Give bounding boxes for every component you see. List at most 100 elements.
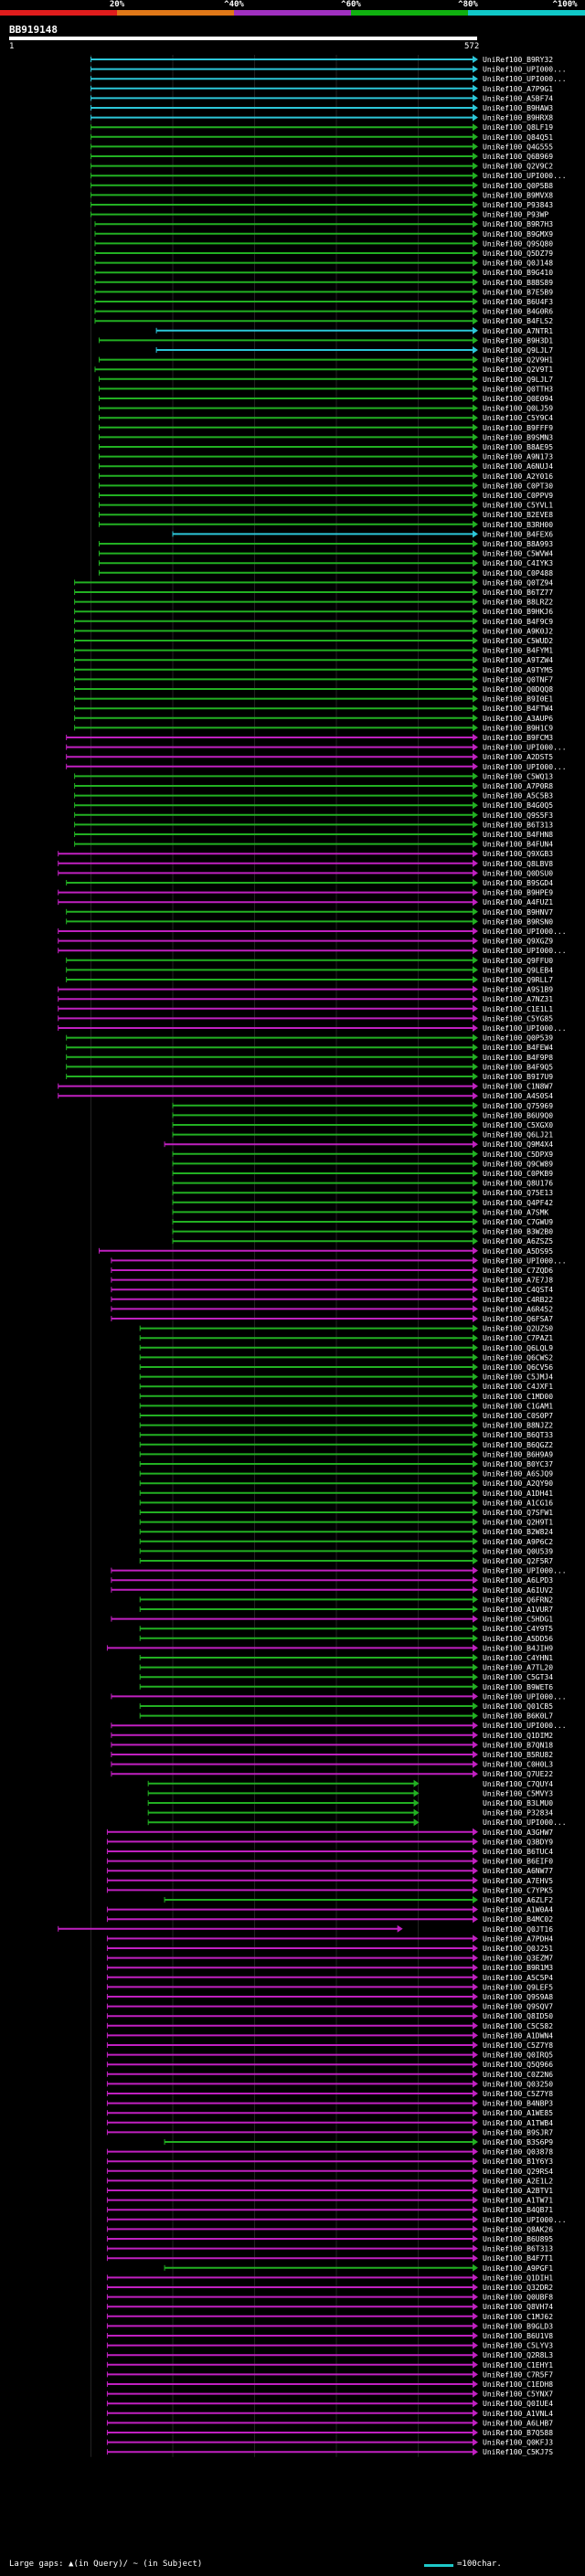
hit-row[interactable]: UniRef100_Q0DQQ8 (74, 685, 554, 694)
hit-row[interactable]: UniRef100_A4S0S4 (58, 1092, 554, 1100)
hit-row[interactable]: UniRef100_Q6LJ21 (172, 1130, 553, 1140)
hit-row[interactable]: UniRef100_A3AUP6 (74, 714, 554, 723)
hit-row[interactable]: UniRef100_B3W2B0 (172, 1227, 553, 1236)
hit-row[interactable]: UniRef100_C5LYV3 (106, 2341, 553, 2350)
hit-row[interactable]: UniRef100_A6NW77 (106, 1867, 553, 1875)
hit-row[interactable]: UniRef100_Q0LJ59 (98, 404, 553, 413)
hit-row[interactable]: UniRef100_B6QT33 (139, 1431, 553, 1439)
hit-row[interactable]: UniRef100_B4F9Q5 (66, 1063, 554, 1071)
hit-row[interactable]: UniRef100_Q2V9C2 (90, 162, 554, 171)
hit-row[interactable]: UniRef100_Q2V9T1 (94, 366, 553, 374)
hit-row[interactable]: UniRef100_A7NTR1 (155, 326, 553, 335)
hit-row[interactable]: UniRef100_C5WUD2 (74, 637, 554, 645)
hit-row[interactable]: UniRef100_B4JIH9 (106, 1644, 553, 1652)
hit-row[interactable]: UniRef100_A1TW71 (106, 2196, 553, 2205)
hit-row[interactable]: UniRef100_C0Z2N6 (106, 2070, 553, 2079)
hit-row[interactable]: UniRef100_A9P6C2 (139, 1537, 553, 1546)
hit-row[interactable]: UniRef100_A3GHW7 (106, 1828, 553, 1837)
hit-row[interactable]: UniRef100_UPI000... (58, 947, 567, 955)
hit-row[interactable]: UniRef100_A7P0R8 (74, 782, 554, 790)
hit-row[interactable]: UniRef100_A1VNL4 (106, 2409, 553, 2418)
hit-row[interactable]: UniRef100_C1GAM1 (139, 1402, 553, 1410)
hit-row[interactable]: UniRef100_Q29RS4 (106, 2167, 553, 2176)
hit-row[interactable]: UniRef100_Q0IUE4 (106, 2400, 553, 2408)
hit-row[interactable]: UniRef100_A7P9G1 (90, 84, 554, 93)
hit-row[interactable]: UniRef100_Q4PF42 (172, 1198, 553, 1207)
hit-row[interactable]: UniRef100_B9HRX8 (90, 113, 554, 122)
hit-row[interactable]: UniRef100_A5DD56 (139, 1634, 553, 1643)
hit-row[interactable]: UniRef100_UPI000... (90, 172, 567, 180)
hit-row[interactable]: UniRef100_A1DH41 (139, 1489, 553, 1498)
hit-row[interactable]: UniRef100_Q6CWS2 (139, 1353, 553, 1362)
hit-row[interactable]: UniRef100_B2W824 (139, 1528, 553, 1536)
hit-row[interactable]: UniRef100_B5RU82 (111, 1751, 553, 1759)
hit-row[interactable]: UniRef100_Q8VH74 (106, 2303, 553, 2311)
hit-row[interactable]: UniRef100_C4YHN1 (139, 1654, 553, 1662)
hit-row[interactable]: UniRef100_A9PGF1 (164, 2263, 553, 2273)
hit-row[interactable]: UniRef100_A2BTV1 (106, 2187, 553, 2195)
hit-row[interactable]: UniRef100_A6NUJ4 (98, 462, 553, 471)
hit-row[interactable]: UniRef100_Q1DIH1 (106, 2274, 553, 2282)
hit-row[interactable]: UniRef100_B9RSN0 (66, 917, 554, 926)
hit-row[interactable]: UniRef100_A7PDH4 (106, 1935, 553, 1943)
hit-row[interactable]: UniRef100_B9HPE9 (58, 888, 554, 897)
hit-row[interactable]: UniRef100_C0PKB9 (172, 1170, 553, 1178)
hit-row[interactable]: UniRef100_UPI000... (66, 762, 567, 771)
hit-row[interactable]: UniRef100_UPI000... (111, 1566, 567, 1575)
hit-row[interactable]: UniRef100_B4FEW4 (66, 1044, 554, 1052)
hit-row[interactable]: UniRef100_C7YPK5 (106, 1886, 553, 1894)
hit-row[interactable]: UniRef100_B3S6P9 (164, 2138, 553, 2147)
hit-row[interactable]: UniRef100_B3RH00 (98, 520, 553, 529)
hit-row[interactable]: UniRef100_Q4G555 (90, 143, 554, 151)
hit-row[interactable]: UniRef100_C5XGX0 (172, 1121, 553, 1129)
hit-row[interactable]: UniRef100_Q6FRN2 (139, 1595, 553, 1604)
hit-row[interactable]: UniRef100_B6QGZ2 (139, 1440, 553, 1449)
hit-row[interactable]: UniRef100_C5C582 (106, 2021, 553, 2030)
hit-row[interactable]: UniRef100_C5WQ13 (74, 772, 554, 780)
hit-row[interactable]: UniRef100_C0P488 (98, 568, 553, 578)
hit-row[interactable]: UniRef100_Q9LJL7 (155, 346, 553, 355)
hit-row[interactable]: UniRef100_Q0U539 (139, 1547, 553, 1555)
hit-row[interactable]: UniRef100_C1EDH8 (106, 2380, 553, 2389)
hit-row[interactable]: UniRef100_B9R1M3 (106, 1964, 553, 1972)
hit-row[interactable]: UniRef100_Q0UBF8 (106, 2293, 553, 2302)
hit-row[interactable]: UniRef100_Q0J251 (106, 1945, 553, 1953)
hit-row[interactable]: UniRef100_Q5DZ79 (94, 249, 553, 258)
hit-row[interactable]: UniRef100_Q0IRQ5 (106, 2051, 553, 2060)
hit-row[interactable]: UniRef100_B9HAW3 (90, 104, 554, 112)
hit-row[interactable]: UniRef100_B4G0R6 (94, 307, 553, 316)
hit-row[interactable]: UniRef100_C5YG85 (58, 1014, 554, 1023)
hit-row[interactable]: UniRef100_A9K0J2 (74, 627, 554, 635)
hit-row[interactable]: UniRef100_Q3EZM7 (106, 1954, 553, 1963)
hit-row[interactable]: UniRef100_A6LHB7 (106, 2419, 553, 2427)
hit-row[interactable]: UniRef100_B9HNV7 (66, 907, 554, 917)
hit-row[interactable]: UniRef100_B6EIF0 (106, 1857, 553, 1866)
hit-row[interactable]: UniRef100_A7E7J8 (111, 1276, 553, 1285)
hit-row[interactable]: UniRef100_UPI000... (106, 2215, 567, 2224)
hit-row[interactable]: UniRef100_A6SJQ9 (139, 1469, 553, 1479)
hit-row[interactable]: UniRef100_A4FUZ1 (58, 898, 554, 906)
hit-row[interactable]: UniRef100_C5YNX7 (106, 2390, 553, 2399)
hit-row[interactable]: UniRef100_B4FYM1 (74, 646, 554, 655)
hit-row[interactable]: UniRef100_C5Y9C4 (98, 414, 553, 422)
hit-row[interactable]: UniRef100_B9G410 (94, 269, 553, 277)
hit-row[interactable]: UniRef100_Q2UZS0 (139, 1324, 553, 1333)
hit-row[interactable]: UniRef100_Q6LQL9 (139, 1343, 553, 1352)
hit-row[interactable]: UniRef100_Q6FSA7 (111, 1315, 553, 1323)
hit-row[interactable]: UniRef100_B9I0E1 (74, 694, 554, 704)
hit-row[interactable]: UniRef100_Q0JT16 (58, 1924, 554, 1934)
hit-row[interactable]: UniRef100_B7E5B9 (94, 288, 553, 296)
hit-row[interactable]: UniRef100_C1EHY1 (106, 2360, 553, 2369)
hit-row[interactable]: UniRef100_B0YC37 (139, 1460, 553, 1468)
hit-row[interactable]: UniRef100_A9S1B9 (58, 985, 554, 994)
hit-row[interactable]: UniRef100_C0S0P7 (139, 1412, 553, 1420)
hit-row[interactable]: UniRef100_C4RB22 (111, 1295, 553, 1304)
hit-row[interactable]: UniRef100_B8NJZ2 (139, 1421, 553, 1430)
hit-row[interactable]: UniRef100_B6U4F3 (94, 298, 553, 306)
hit-row[interactable]: UniRef100_Q6CV56 (139, 1363, 553, 1372)
hit-row[interactable]: UniRef100_B4FLS2 (94, 317, 553, 325)
hit-row[interactable]: UniRef100_A9N173 (98, 452, 553, 461)
hit-row[interactable]: UniRef100_UPI000... (147, 1818, 567, 1827)
hit-row[interactable]: UniRef100_Q03250 (106, 2080, 553, 2088)
hit-row[interactable]: UniRef100_A9TZW4 (74, 656, 554, 664)
